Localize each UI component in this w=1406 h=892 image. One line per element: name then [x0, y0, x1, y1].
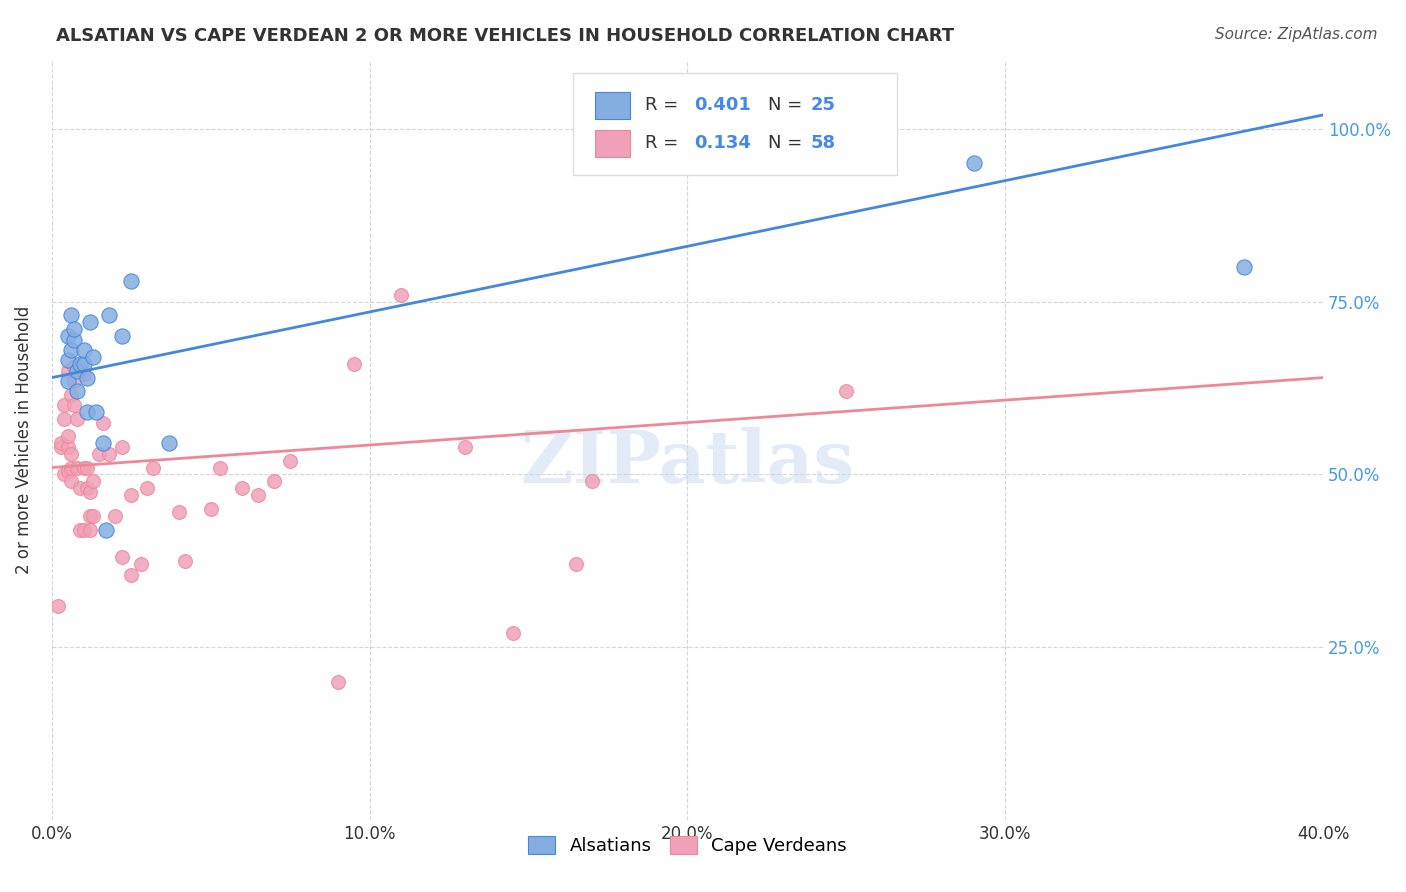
Point: [247, 488, 270, 502]
Point: [66, 384, 89, 399]
Point: [53, 467, 76, 482]
FancyBboxPatch shape: [574, 72, 897, 175]
Point: [59, 475, 82, 489]
Point: [56, 440, 79, 454]
Point: [94, 523, 117, 537]
Point: [79, 508, 101, 523]
Point: [209, 460, 232, 475]
Point: [84, 405, 107, 419]
Point: [120, 567, 142, 582]
Point: [59, 447, 82, 461]
Point: [835, 384, 858, 399]
Point: [59, 343, 82, 357]
Point: [56, 364, 79, 378]
Point: [111, 550, 134, 565]
Point: [72, 523, 94, 537]
Text: 25: 25: [811, 96, 835, 114]
Text: 58: 58: [811, 135, 837, 153]
Text: N =: N =: [768, 135, 807, 153]
Point: [69, 357, 91, 371]
Text: 0.401: 0.401: [693, 96, 751, 114]
Point: [76, 405, 98, 419]
Point: [167, 505, 190, 519]
Point: [63, 360, 86, 375]
Text: Source: ZipAtlas.com: Source: ZipAtlas.com: [1215, 27, 1378, 42]
Point: [120, 488, 142, 502]
Point: [72, 367, 94, 381]
Point: [66, 412, 89, 426]
Point: [200, 502, 222, 516]
Point: [53, 412, 76, 426]
Point: [565, 558, 588, 572]
Point: [111, 329, 134, 343]
Text: R =: R =: [645, 135, 685, 153]
Point: [76, 460, 98, 475]
Point: [97, 309, 120, 323]
Point: [59, 388, 82, 402]
Legend: Alsatians, Cape Verdeans: Alsatians, Cape Verdeans: [519, 827, 856, 864]
Point: [142, 460, 165, 475]
Point: [136, 481, 159, 495]
Point: [51, 440, 73, 454]
Point: [46, 599, 69, 613]
Point: [91, 416, 114, 430]
Point: [56, 374, 79, 388]
Point: [389, 287, 412, 301]
Point: [157, 436, 180, 450]
Point: [66, 364, 89, 378]
Point: [89, 447, 111, 461]
Point: [174, 554, 197, 568]
Point: [69, 481, 91, 495]
Point: [72, 343, 94, 357]
Point: [581, 475, 603, 489]
Point: [326, 674, 349, 689]
Point: [82, 350, 104, 364]
Point: [111, 440, 134, 454]
Text: 0.134: 0.134: [693, 135, 751, 153]
Text: N =: N =: [768, 96, 807, 114]
Point: [56, 353, 79, 368]
Point: [69, 523, 91, 537]
FancyBboxPatch shape: [595, 129, 630, 157]
Point: [63, 398, 86, 412]
Text: R =: R =: [645, 96, 685, 114]
Text: ZIPatlas: ZIPatlas: [520, 427, 855, 498]
Point: [59, 309, 82, 323]
Point: [51, 436, 73, 450]
Point: [56, 464, 79, 478]
Point: [76, 370, 98, 384]
Point: [63, 374, 86, 388]
Point: [63, 333, 86, 347]
Point: [1233, 260, 1256, 274]
Point: [82, 508, 104, 523]
Point: [104, 508, 127, 523]
Point: [53, 398, 76, 412]
Point: [278, 453, 301, 467]
Point: [231, 481, 253, 495]
Point: [56, 329, 79, 343]
Point: [263, 475, 285, 489]
Point: [79, 523, 101, 537]
Y-axis label: 2 or more Vehicles in Household: 2 or more Vehicles in Household: [15, 306, 32, 574]
Point: [129, 558, 152, 572]
Point: [79, 484, 101, 499]
Point: [59, 460, 82, 475]
Point: [63, 322, 86, 336]
Point: [343, 357, 366, 371]
Point: [97, 447, 120, 461]
Text: ALSATIAN VS CAPE VERDEAN 2 OR MORE VEHICLES IN HOUSEHOLD CORRELATION CHART: ALSATIAN VS CAPE VERDEAN 2 OR MORE VEHIC…: [56, 27, 955, 45]
Point: [82, 475, 104, 489]
Point: [79, 315, 101, 329]
Point: [72, 460, 94, 475]
Point: [502, 626, 524, 640]
Point: [72, 357, 94, 371]
Point: [454, 440, 477, 454]
Point: [91, 436, 114, 450]
Point: [66, 460, 89, 475]
FancyBboxPatch shape: [595, 92, 630, 119]
Point: [76, 481, 98, 495]
Point: [120, 274, 142, 288]
Point: [56, 429, 79, 443]
Point: [962, 156, 984, 170]
